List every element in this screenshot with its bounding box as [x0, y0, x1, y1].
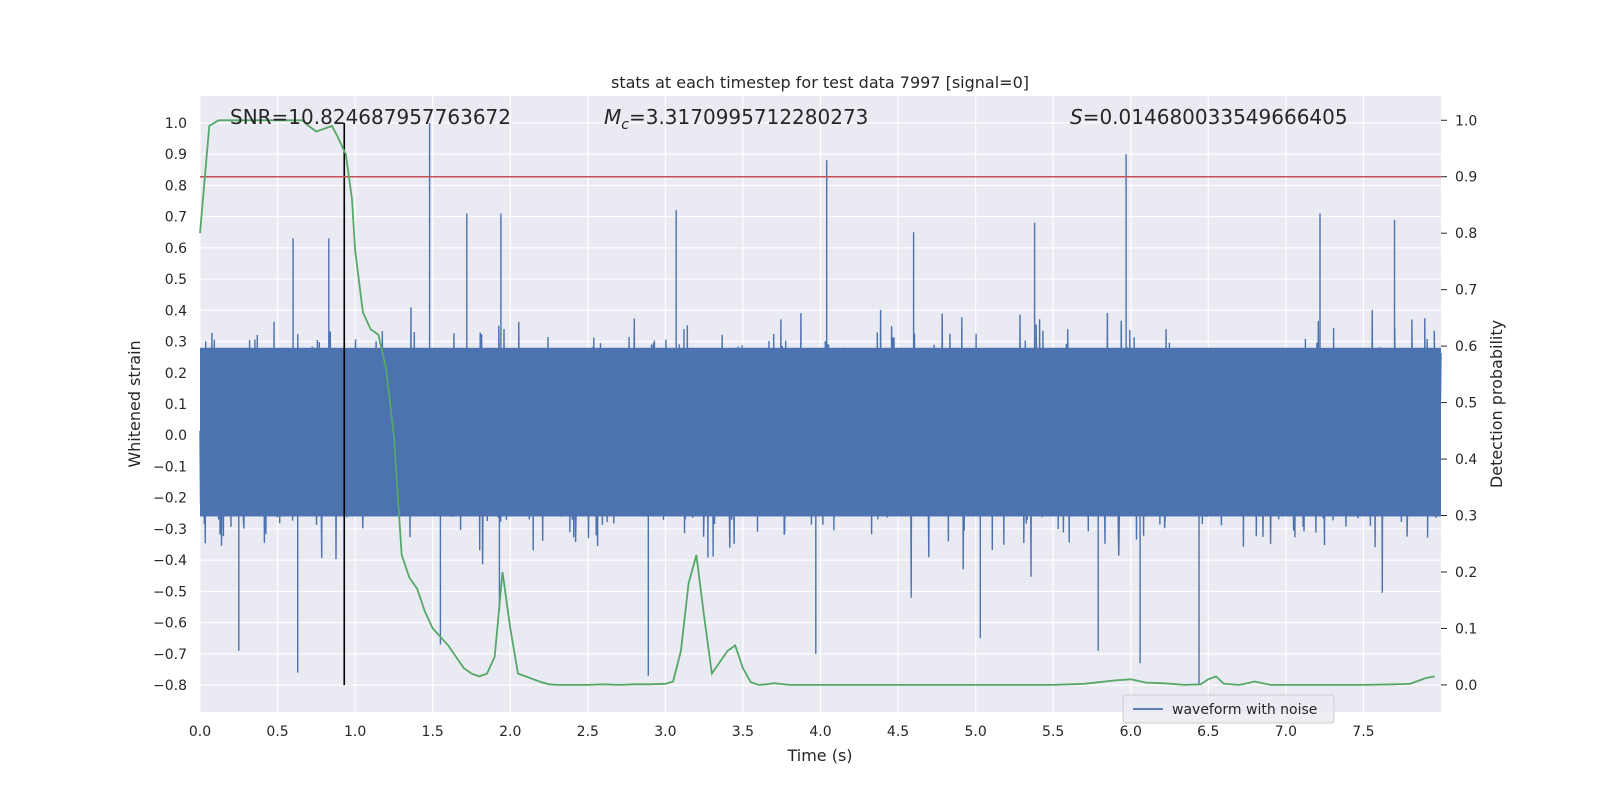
x-axis-ticks: 0.0 0.5 1.0 1.5 2.0 2.5 3.0 3.5 4.0 4.5 5.0 5.5 6.0 6… — [189, 724, 1375, 740]
x-tick-label: 5.5 — [1042, 724, 1064, 740]
s-symbol: S — [1070, 105, 1083, 129]
x-tick-label: 6.5 — [1197, 724, 1219, 740]
y-right-axis-label: Detection probability — [1487, 320, 1506, 488]
y-right-tick-label: 0.9 — [1455, 170, 1477, 186]
y-right-tick-label: 1.0 — [1455, 113, 1477, 129]
x-tick-label: 3.0 — [654, 724, 676, 740]
s-value: =0.014680033549666405 — [1083, 105, 1348, 129]
y-tick-label: 0.6 — [165, 241, 187, 257]
x-axis-label: Time (s) — [786, 746, 852, 765]
y-tick-label: −0.2 — [153, 491, 187, 507]
x-tick-label: 6.0 — [1120, 724, 1142, 740]
x-tick-label: 5.0 — [964, 724, 986, 740]
probability-series — [199, 119, 1435, 686]
x-tick-label: 0.5 — [266, 724, 288, 740]
y-tick-label: 0.3 — [165, 335, 187, 351]
y-axis-ticks: −0.8 −0.7 −0.6 −0.5 −0.4 −0.3 −0.2 −0.1 0.0 0.1 0.… — [153, 116, 187, 694]
reference-lines — [200, 122, 1441, 686]
x-tick-label: 3.5 — [732, 724, 754, 740]
y-right-tick-label: 0.7 — [1455, 283, 1477, 299]
y-tick-label: 1.0 — [165, 116, 187, 132]
snr-annotation: SNR=10.824687957763672 — [230, 105, 511, 129]
legend: waveform with noise — [1122, 694, 1335, 724]
y-right-tick-label: 0.1 — [1455, 621, 1477, 637]
y-right-tick-label: 0.0 — [1455, 678, 1477, 694]
chirp-mass-value: =3.3170995712280273 — [629, 105, 868, 129]
y-tick-label: 0.1 — [165, 397, 187, 413]
detection-probability-line — [199, 119, 1435, 686]
chirp-mass-subscript: c — [621, 117, 629, 133]
y-tick-label: 0.8 — [165, 178, 187, 194]
y-tick-label: −0.5 — [153, 584, 187, 600]
x-tick-label: 1.0 — [344, 724, 366, 740]
y-tick-label: 0.2 — [165, 366, 187, 382]
x-tick-label: 2.0 — [499, 724, 521, 740]
y-tick-label: −0.4 — [153, 553, 187, 569]
y-axis-label: Whitened strain — [125, 340, 144, 467]
x-tick-label: 0.0 — [189, 724, 211, 740]
y-tick-label: 0.5 — [165, 272, 187, 288]
s-annotation: S=0.014680033549666405 — [1070, 105, 1348, 129]
y-right-tick-label: 0.3 — [1455, 509, 1477, 525]
x-tick-label: 7.5 — [1352, 724, 1374, 740]
chirp-mass-symbol: M — [604, 105, 621, 129]
x-tick-label: 4.5 — [887, 724, 909, 740]
x-tick-label: 4.0 — [809, 724, 831, 740]
chirp-mass-annotation: Mc=3.3170995712280273 — [604, 105, 868, 133]
y-right-axis-ticks: 0.0 0.1 0.2 0.3 0.4 0.5 0.6 0.7 0.8 0.9 1.0 — [1441, 113, 1477, 694]
x-tick-label: 2.5 — [577, 724, 599, 740]
y-tick-label: 0.0 — [165, 428, 187, 444]
y-tick-label: −0.1 — [153, 459, 187, 475]
legend-box — [1122, 694, 1335, 724]
legend-label-waveform: waveform with noise — [1172, 702, 1317, 718]
y-right-tick-label: 0.5 — [1455, 396, 1477, 412]
y-tick-label: −0.7 — [153, 647, 187, 663]
y-tick-label: 0.9 — [165, 147, 187, 163]
waveform-core-band — [200, 347, 1441, 517]
y-tick-label: −0.8 — [153, 678, 187, 694]
y-right-tick-label: 0.2 — [1455, 565, 1477, 581]
y-tick-label: 0.7 — [165, 210, 187, 226]
y-right-tick-label: 0.8 — [1455, 226, 1477, 242]
y-tick-label: −0.6 — [153, 616, 187, 632]
y-right-tick-label: 0.6 — [1455, 339, 1477, 355]
waveform-series — [199, 122, 1442, 686]
x-tick-label: 1.5 — [422, 724, 444, 740]
y-right-tick-label: 0.4 — [1455, 452, 1477, 468]
x-tick-label: 7.0 — [1275, 724, 1297, 740]
chart-title: stats at each timestep for test data 799… — [611, 73, 1029, 92]
y-tick-label: −0.3 — [153, 522, 187, 538]
y-tick-label: 0.4 — [165, 303, 187, 319]
